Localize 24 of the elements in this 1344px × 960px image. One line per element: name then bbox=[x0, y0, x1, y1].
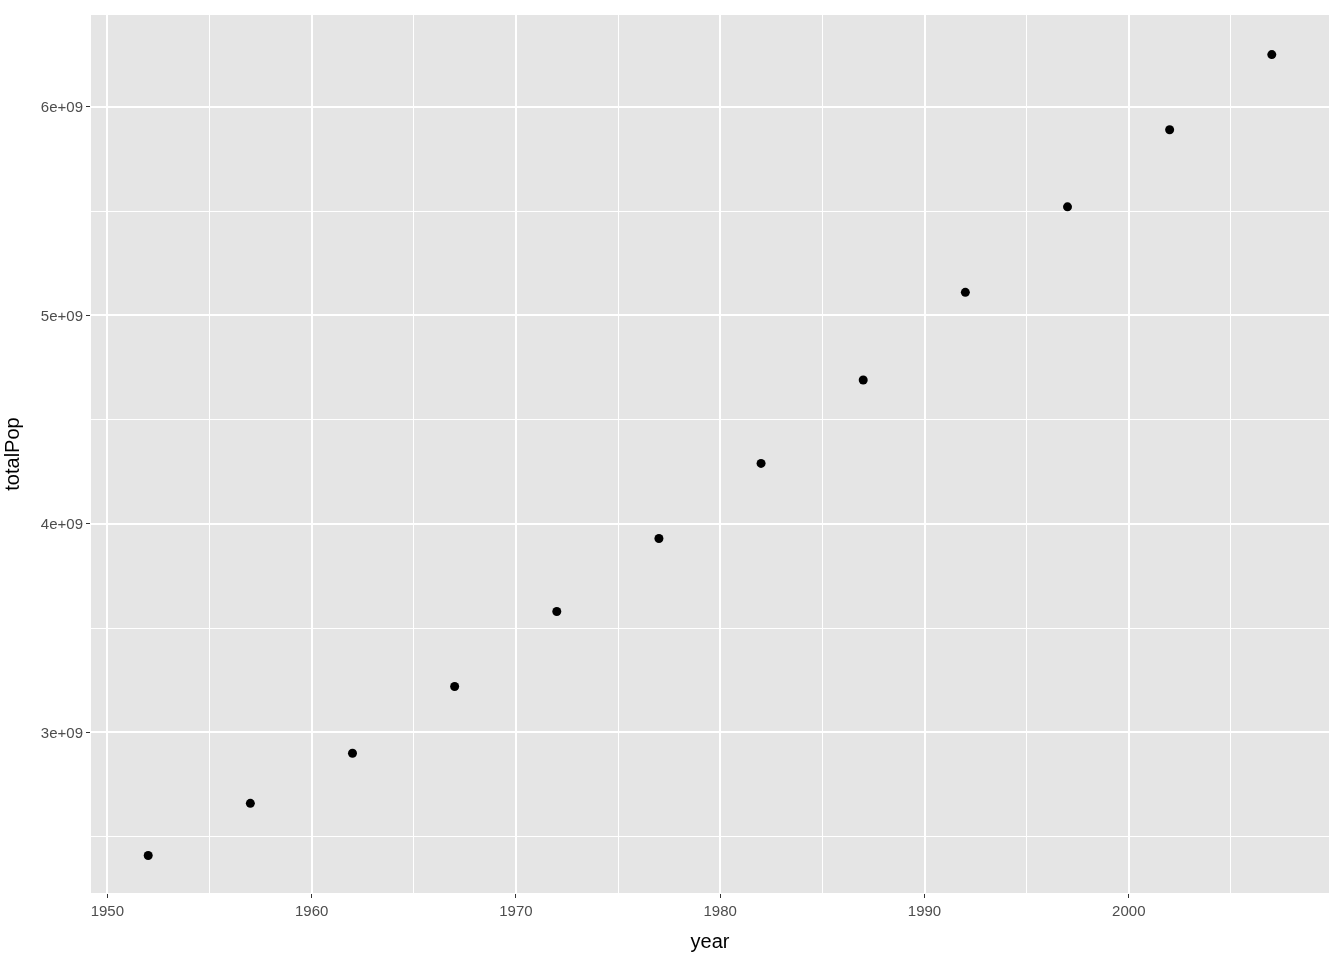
y-tick-label: 6e+09 bbox=[40, 98, 83, 116]
point bbox=[347, 748, 357, 758]
y-axis-title: totalPop bbox=[1, 417, 24, 491]
x-tick-label: 1990 bbox=[907, 902, 942, 919]
y-tick-label: 4e+09 bbox=[40, 515, 83, 533]
point bbox=[1165, 125, 1175, 135]
point bbox=[756, 458, 766, 468]
x-axis-title: year bbox=[690, 929, 730, 952]
point bbox=[143, 850, 153, 860]
x-tick-label: 1970 bbox=[499, 902, 533, 919]
point bbox=[1267, 50, 1277, 60]
x-tick-label: 1950 bbox=[90, 902, 125, 919]
point bbox=[654, 533, 664, 543]
y-tick-label: 5e+09 bbox=[40, 306, 83, 324]
point bbox=[245, 798, 255, 808]
point bbox=[858, 375, 868, 385]
x-tick-label: 2000 bbox=[1112, 902, 1146, 919]
y-tick-label: 3e+09 bbox=[40, 723, 83, 741]
point bbox=[450, 682, 460, 692]
point bbox=[960, 287, 970, 297]
x-tick-label: 1980 bbox=[703, 902, 737, 919]
point bbox=[1063, 202, 1073, 212]
point bbox=[552, 606, 562, 616]
x-tick-label: 1960 bbox=[294, 902, 329, 919]
